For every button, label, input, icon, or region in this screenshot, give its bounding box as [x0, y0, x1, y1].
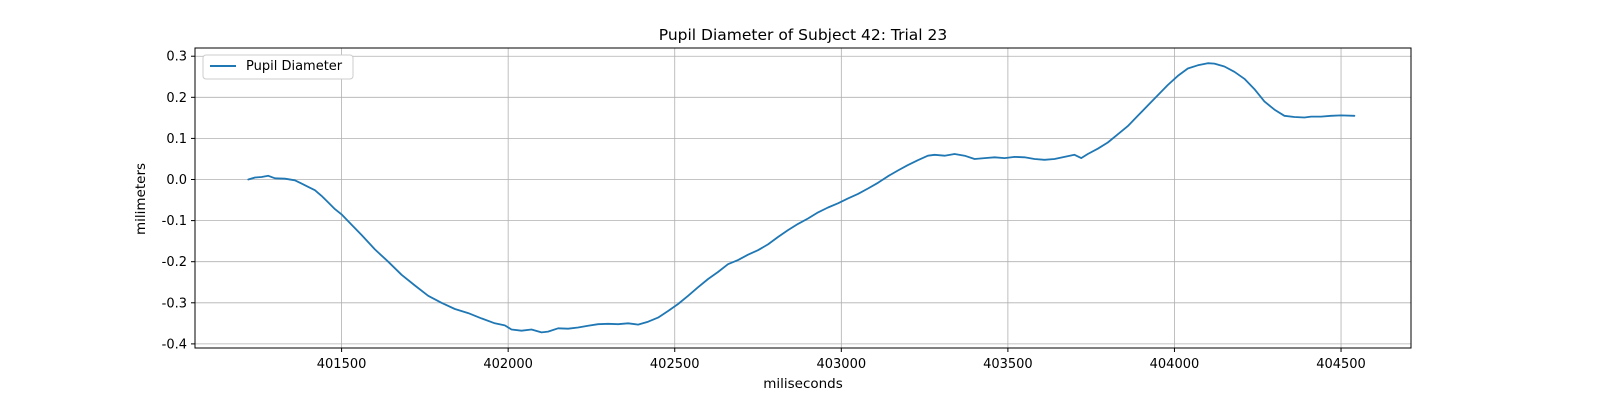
- plot-frame: [194, 47, 1412, 349]
- y-tick-label: -0.1: [162, 214, 187, 229]
- y-tick-label: 0.1: [166, 132, 187, 147]
- series-line-pupil-diameter: [247, 62, 1356, 334]
- x-tick-label: 404000: [1150, 357, 1200, 372]
- plot-area: [247, 62, 1356, 334]
- y-tick-label: -0.4: [162, 337, 187, 352]
- grid: [195, 48, 1411, 348]
- x-tick-label: 402000: [483, 357, 533, 372]
- x-axis-label: miliseconds: [763, 376, 843, 392]
- axis-ticks: 401500 402000 402500 403000 403500 404000 4045…: [162, 50, 1366, 372]
- x-tick-label: 402500: [650, 357, 700, 372]
- x-tick-label: 401500: [317, 357, 367, 372]
- x-tick-label: 403000: [816, 357, 866, 372]
- y-tick-label: 0.2: [166, 91, 187, 106]
- x-tick-label: 404500: [1316, 357, 1366, 372]
- x-tick-label: 403500: [983, 357, 1033, 372]
- y-axis-label: milimeters: [133, 163, 149, 235]
- legend: Pupil Diameter: [202, 54, 354, 80]
- legend-label-pupil-diameter: Pupil Diameter: [246, 59, 343, 74]
- y-tick-label: 0.3: [166, 50, 187, 65]
- y-tick-label: -0.3: [162, 296, 187, 311]
- y-tick-label: 0.0: [166, 173, 187, 188]
- legend-box: [202, 54, 354, 80]
- y-tick-label: -0.2: [162, 255, 187, 270]
- chart-title: Pupil Diameter of Subject 42: Trial 23: [659, 26, 948, 44]
